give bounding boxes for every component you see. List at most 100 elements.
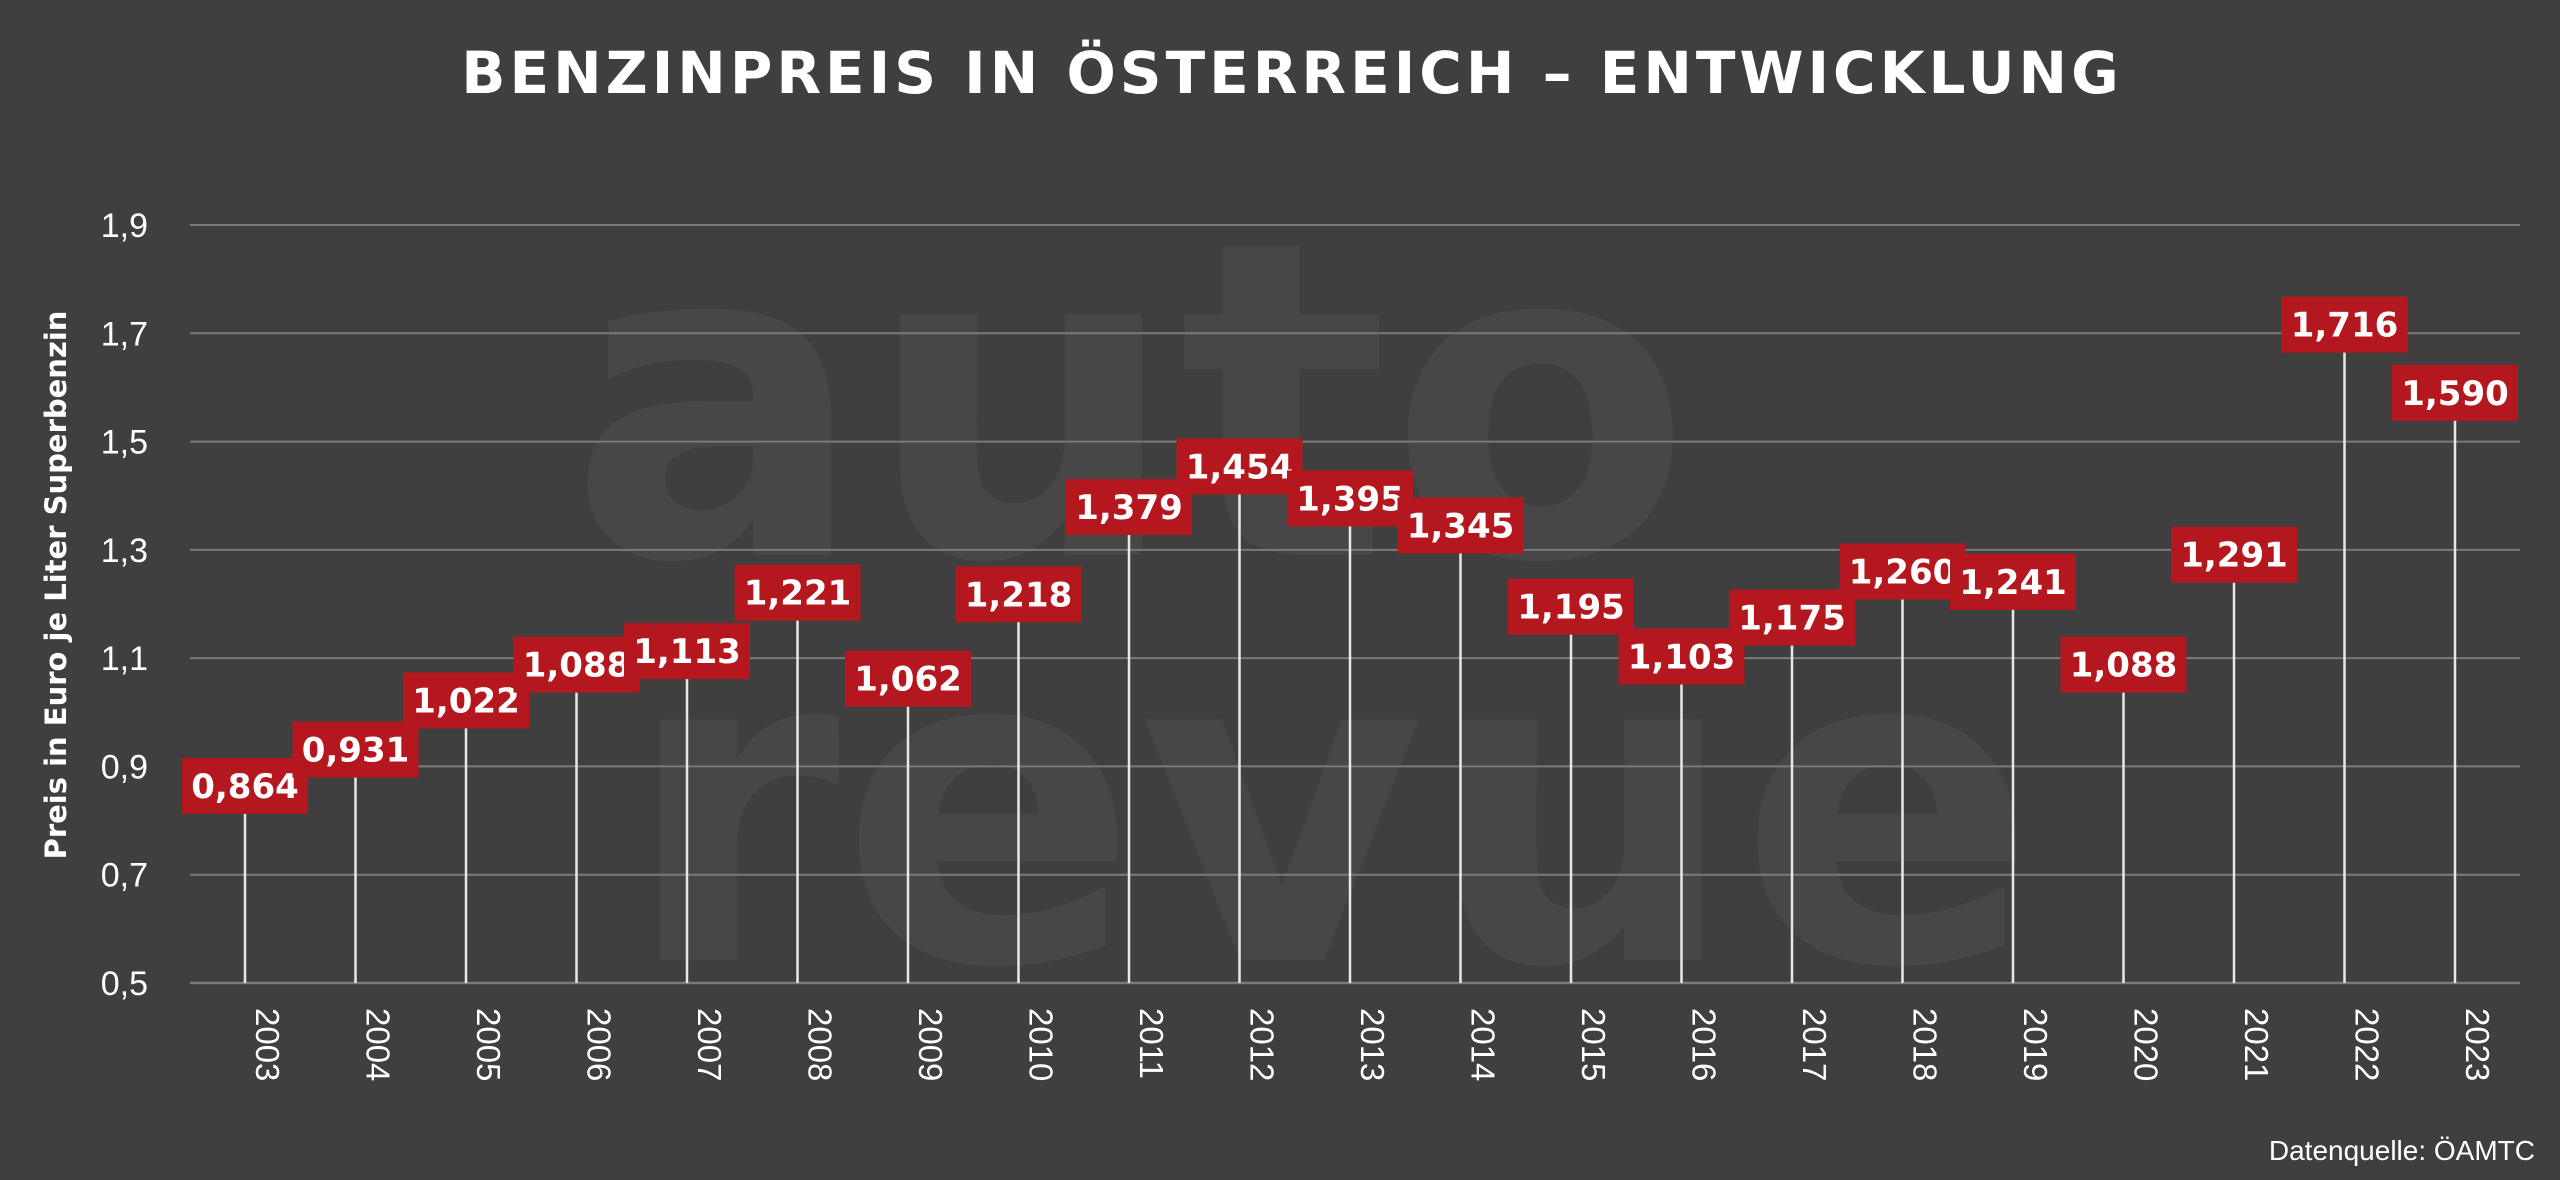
data-label-box <box>1066 479 1192 536</box>
data-label-text: 1,395 <box>1296 479 1404 519</box>
data-label-box <box>955 566 1082 623</box>
data-label: 1,260 <box>1839 543 1966 600</box>
data-label-text: 1,345 <box>1407 506 1515 546</box>
y-tick-label: 0,5 <box>101 965 148 1003</box>
x-tick-label: 2022 <box>2349 1008 2386 1081</box>
data-label: 1,454 <box>1176 438 1303 495</box>
data-label-box <box>2171 526 2297 583</box>
data-label-text: 1,103 <box>1628 638 1736 678</box>
data-label-text: 1,088 <box>523 646 631 686</box>
data-label-box <box>1397 497 1524 554</box>
x-tick-label: 2013 <box>1354 1008 1391 1081</box>
x-tick-label: 2018 <box>1907 1008 1944 1081</box>
y-tick-label: 0,7 <box>101 857 148 895</box>
data-label-box <box>513 636 640 693</box>
data-label: 1,175 <box>1729 589 1855 646</box>
data-label-box <box>2392 364 2518 421</box>
data-label-text: 1,716 <box>2291 306 2399 346</box>
data-label-text: 1,175 <box>1738 599 1846 639</box>
data-label-text: 0,864 <box>191 767 299 807</box>
data-label: 1,062 <box>845 650 971 707</box>
x-tick-label: 2004 <box>360 1008 397 1081</box>
y-tick-label: 1,7 <box>101 315 148 353</box>
data-label-box <box>1729 589 1855 646</box>
x-tick-label: 2009 <box>912 1008 949 1081</box>
data-label: 1,088 <box>2060 636 2187 693</box>
data-label-box <box>845 650 971 707</box>
data-label: 1,379 <box>1066 479 1192 536</box>
data-label-text: 1,195 <box>1517 588 1625 628</box>
data-label-text: 1,454 <box>1186 447 1294 487</box>
data-label-text: 1,221 <box>744 574 852 614</box>
data-label-box <box>1618 628 1745 685</box>
data-label: 1,103 <box>1618 628 1745 685</box>
y-tick-label: 1,5 <box>101 424 148 462</box>
data-label-box <box>1508 578 1634 635</box>
x-tick-label: 2014 <box>1465 1008 1502 1081</box>
x-tick-label: 2021 <box>2238 1008 2275 1081</box>
data-label-box <box>2281 296 2408 353</box>
x-tick-labels: 2003 2004 2005 2006 2007 2008 2009 2010 2011 2012… <box>249 1008 2496 1081</box>
data-label-box <box>1287 470 1413 527</box>
data-label-box <box>734 564 861 621</box>
data-label-text: 1,590 <box>2401 374 2509 414</box>
data-label-box <box>624 623 750 680</box>
data-label-box <box>2060 636 2187 693</box>
data-label-text: 1,241 <box>1959 563 2067 603</box>
x-tick-label: 2005 <box>470 1008 507 1081</box>
data-label-text: 1,113 <box>633 632 741 672</box>
value-stems <box>243 324 2457 983</box>
data-label-text: 1,291 <box>2180 536 2288 576</box>
y-tick-labels: 0,5 0,7 0,9 1,1 1,3 1,5 1,7 1,9 <box>101 207 148 1003</box>
data-label: 1,241 <box>1950 553 2076 610</box>
data-label: 1,291 <box>2171 526 2297 583</box>
x-tick-label: 2008 <box>802 1008 839 1081</box>
data-label: 1,590 <box>2392 364 2518 421</box>
data-label-box <box>403 672 529 729</box>
x-tick-label: 2017 <box>1796 1008 1833 1081</box>
data-label-text: 0,931 <box>302 731 410 771</box>
y-axis-label: Preis in Euro je Liter Superbenzin <box>39 311 73 860</box>
source-note: Datenquelle: ÖAMTC <box>2269 1135 2535 1166</box>
y-tick-label: 1,3 <box>101 532 148 570</box>
x-tick-label: 2019 <box>2017 1008 2054 1081</box>
data-label-box <box>1176 438 1303 495</box>
data-label: 1,088 <box>513 636 640 693</box>
y-tick-label: 0,9 <box>101 748 148 786</box>
data-label: 0,864 <box>182 757 308 814</box>
data-label: 1,716 <box>2281 296 2408 353</box>
x-tick-label: 2003 <box>249 1008 286 1081</box>
data-label-text: 1,062 <box>854 660 962 700</box>
x-tick-label: 2020 <box>2128 1008 2165 1081</box>
data-label: 1,195 <box>1508 578 1634 635</box>
data-label: 1,218 <box>955 566 1082 623</box>
x-tick-label: 2007 <box>691 1008 728 1081</box>
data-label-text: 1,218 <box>965 575 1073 615</box>
x-tick-label: 2012 <box>1244 1008 1281 1081</box>
x-tick-label: 2011 <box>1133 1008 1170 1079</box>
chart-title: BENZINPREIS IN ÖSTERREICH – ENTWICKLUNG <box>461 38 2122 107</box>
data-label-text: 1,379 <box>1075 488 1183 528</box>
data-label-box <box>292 721 419 778</box>
y-tick-label: 1,9 <box>101 207 148 245</box>
y-tick-label: 1,1 <box>101 640 148 678</box>
data-label-box <box>1839 543 1966 600</box>
x-tick-label: 2010 <box>1023 1008 1060 1081</box>
data-label-box <box>182 757 308 814</box>
data-label-text: 1,022 <box>412 681 520 721</box>
data-label-text: 1,088 <box>2070 646 2178 686</box>
x-tick-label: 2023 <box>2459 1008 2496 1081</box>
data-label: 1,395 <box>1287 470 1413 527</box>
data-label-text: 1,260 <box>1849 553 1957 593</box>
x-tick-label: 2015 <box>1575 1008 1612 1081</box>
x-tick-label: 2016 <box>1686 1008 1723 1081</box>
data-label: 1,022 <box>403 672 529 729</box>
data-label: 1,113 <box>624 623 750 680</box>
data-label: 1,221 <box>734 564 861 621</box>
data-label: 1,345 <box>1397 497 1524 554</box>
data-label: 0,931 <box>292 721 419 778</box>
x-tick-label: 2006 <box>581 1008 618 1081</box>
data-label-box <box>1950 553 2076 610</box>
